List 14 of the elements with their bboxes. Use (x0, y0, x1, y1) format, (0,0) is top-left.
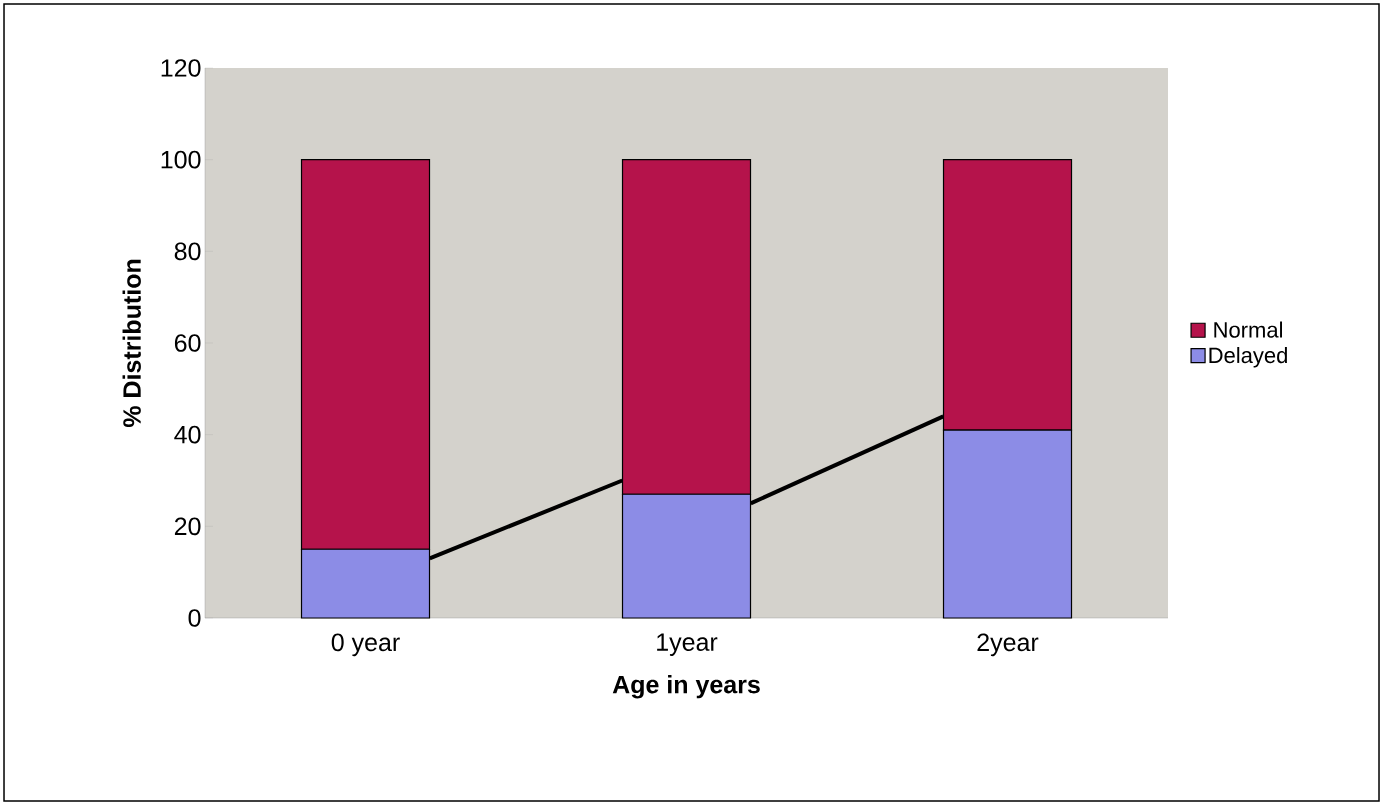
x-tick-label: 2year (977, 633, 1039, 657)
y-tick-label: 100 (161, 150, 201, 169)
y-tick-label: 20 (174, 517, 201, 536)
legend-label: Delayed (1209, 346, 1287, 368)
x-tick-label: 1year (657, 633, 718, 656)
y-tick-label: 40 (174, 425, 201, 444)
y-tick-label: 60 (174, 334, 201, 352)
x-tick-label: 0 year (331, 633, 400, 657)
y-tick-label: 0 (188, 609, 201, 627)
x-axis-title: Age in years (612, 675, 760, 699)
legend-label: Normal (1214, 321, 1282, 338)
y-tick-label: 120 (161, 59, 201, 77)
y-axis-title: % Distribution (122, 259, 141, 428)
y-tick-label: 80 (174, 242, 201, 261)
